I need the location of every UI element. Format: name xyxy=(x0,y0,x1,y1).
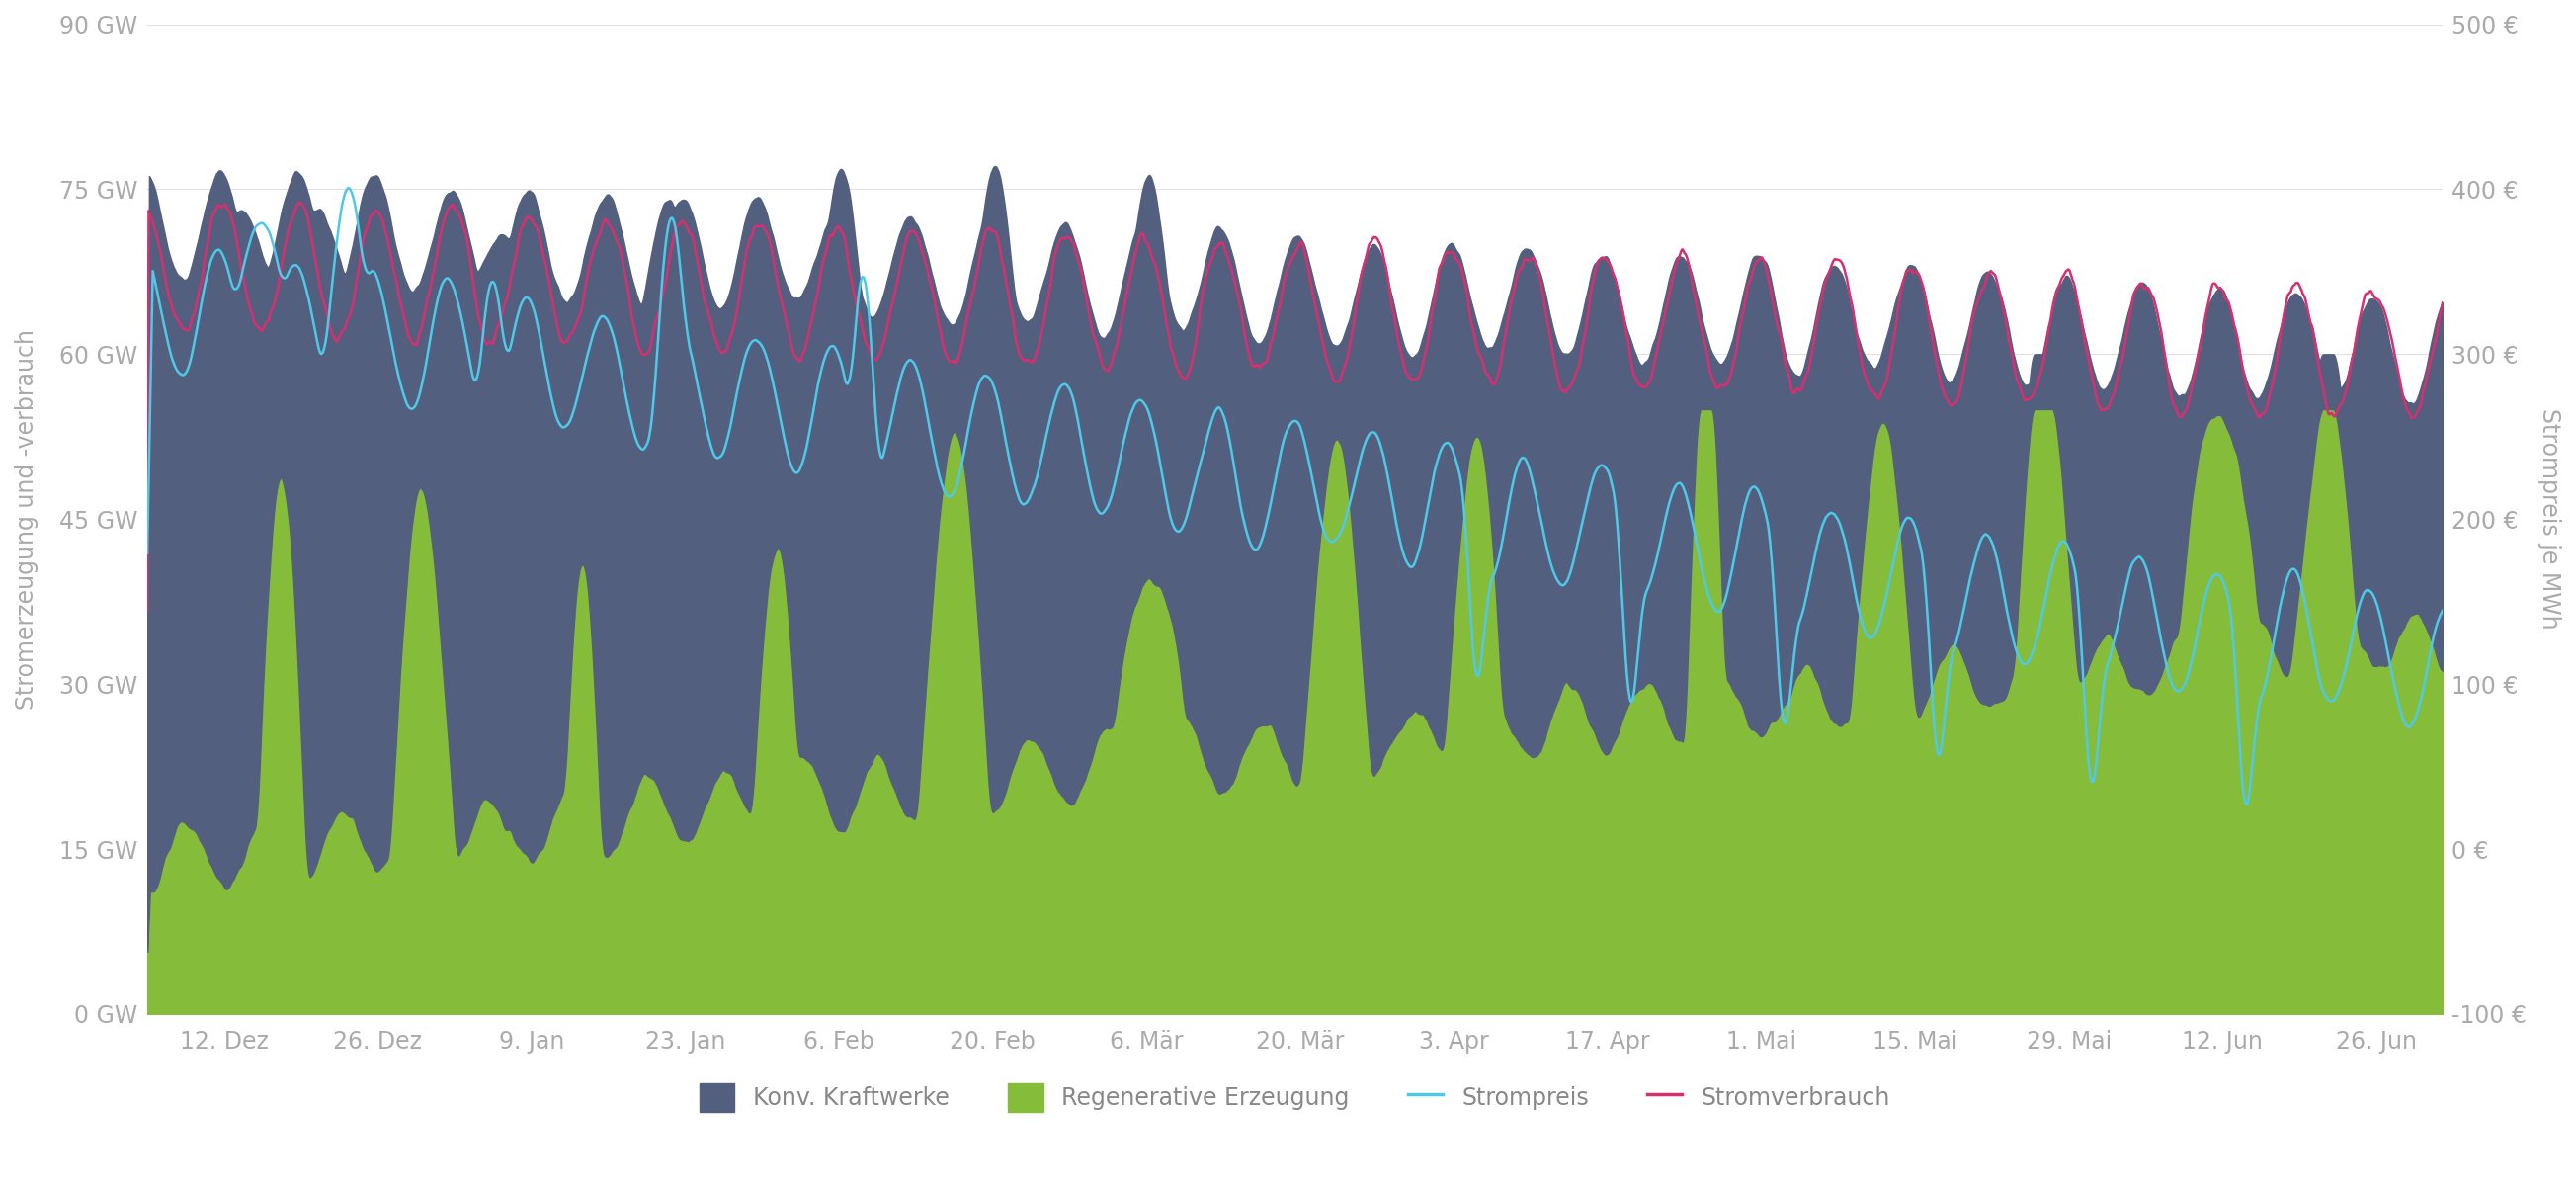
Y-axis label: Stromerzeugung und -verbrauch: Stromerzeugung und -verbrauch xyxy=(15,329,39,709)
Legend: Konv. Kraftwerke, Regenerative Erzeugung, Strompreis, Stromverbrauch: Konv. Kraftwerke, Regenerative Erzeugung… xyxy=(690,1073,1899,1121)
Y-axis label: Strompreis je MWh: Strompreis je MWh xyxy=(2537,409,2561,630)
